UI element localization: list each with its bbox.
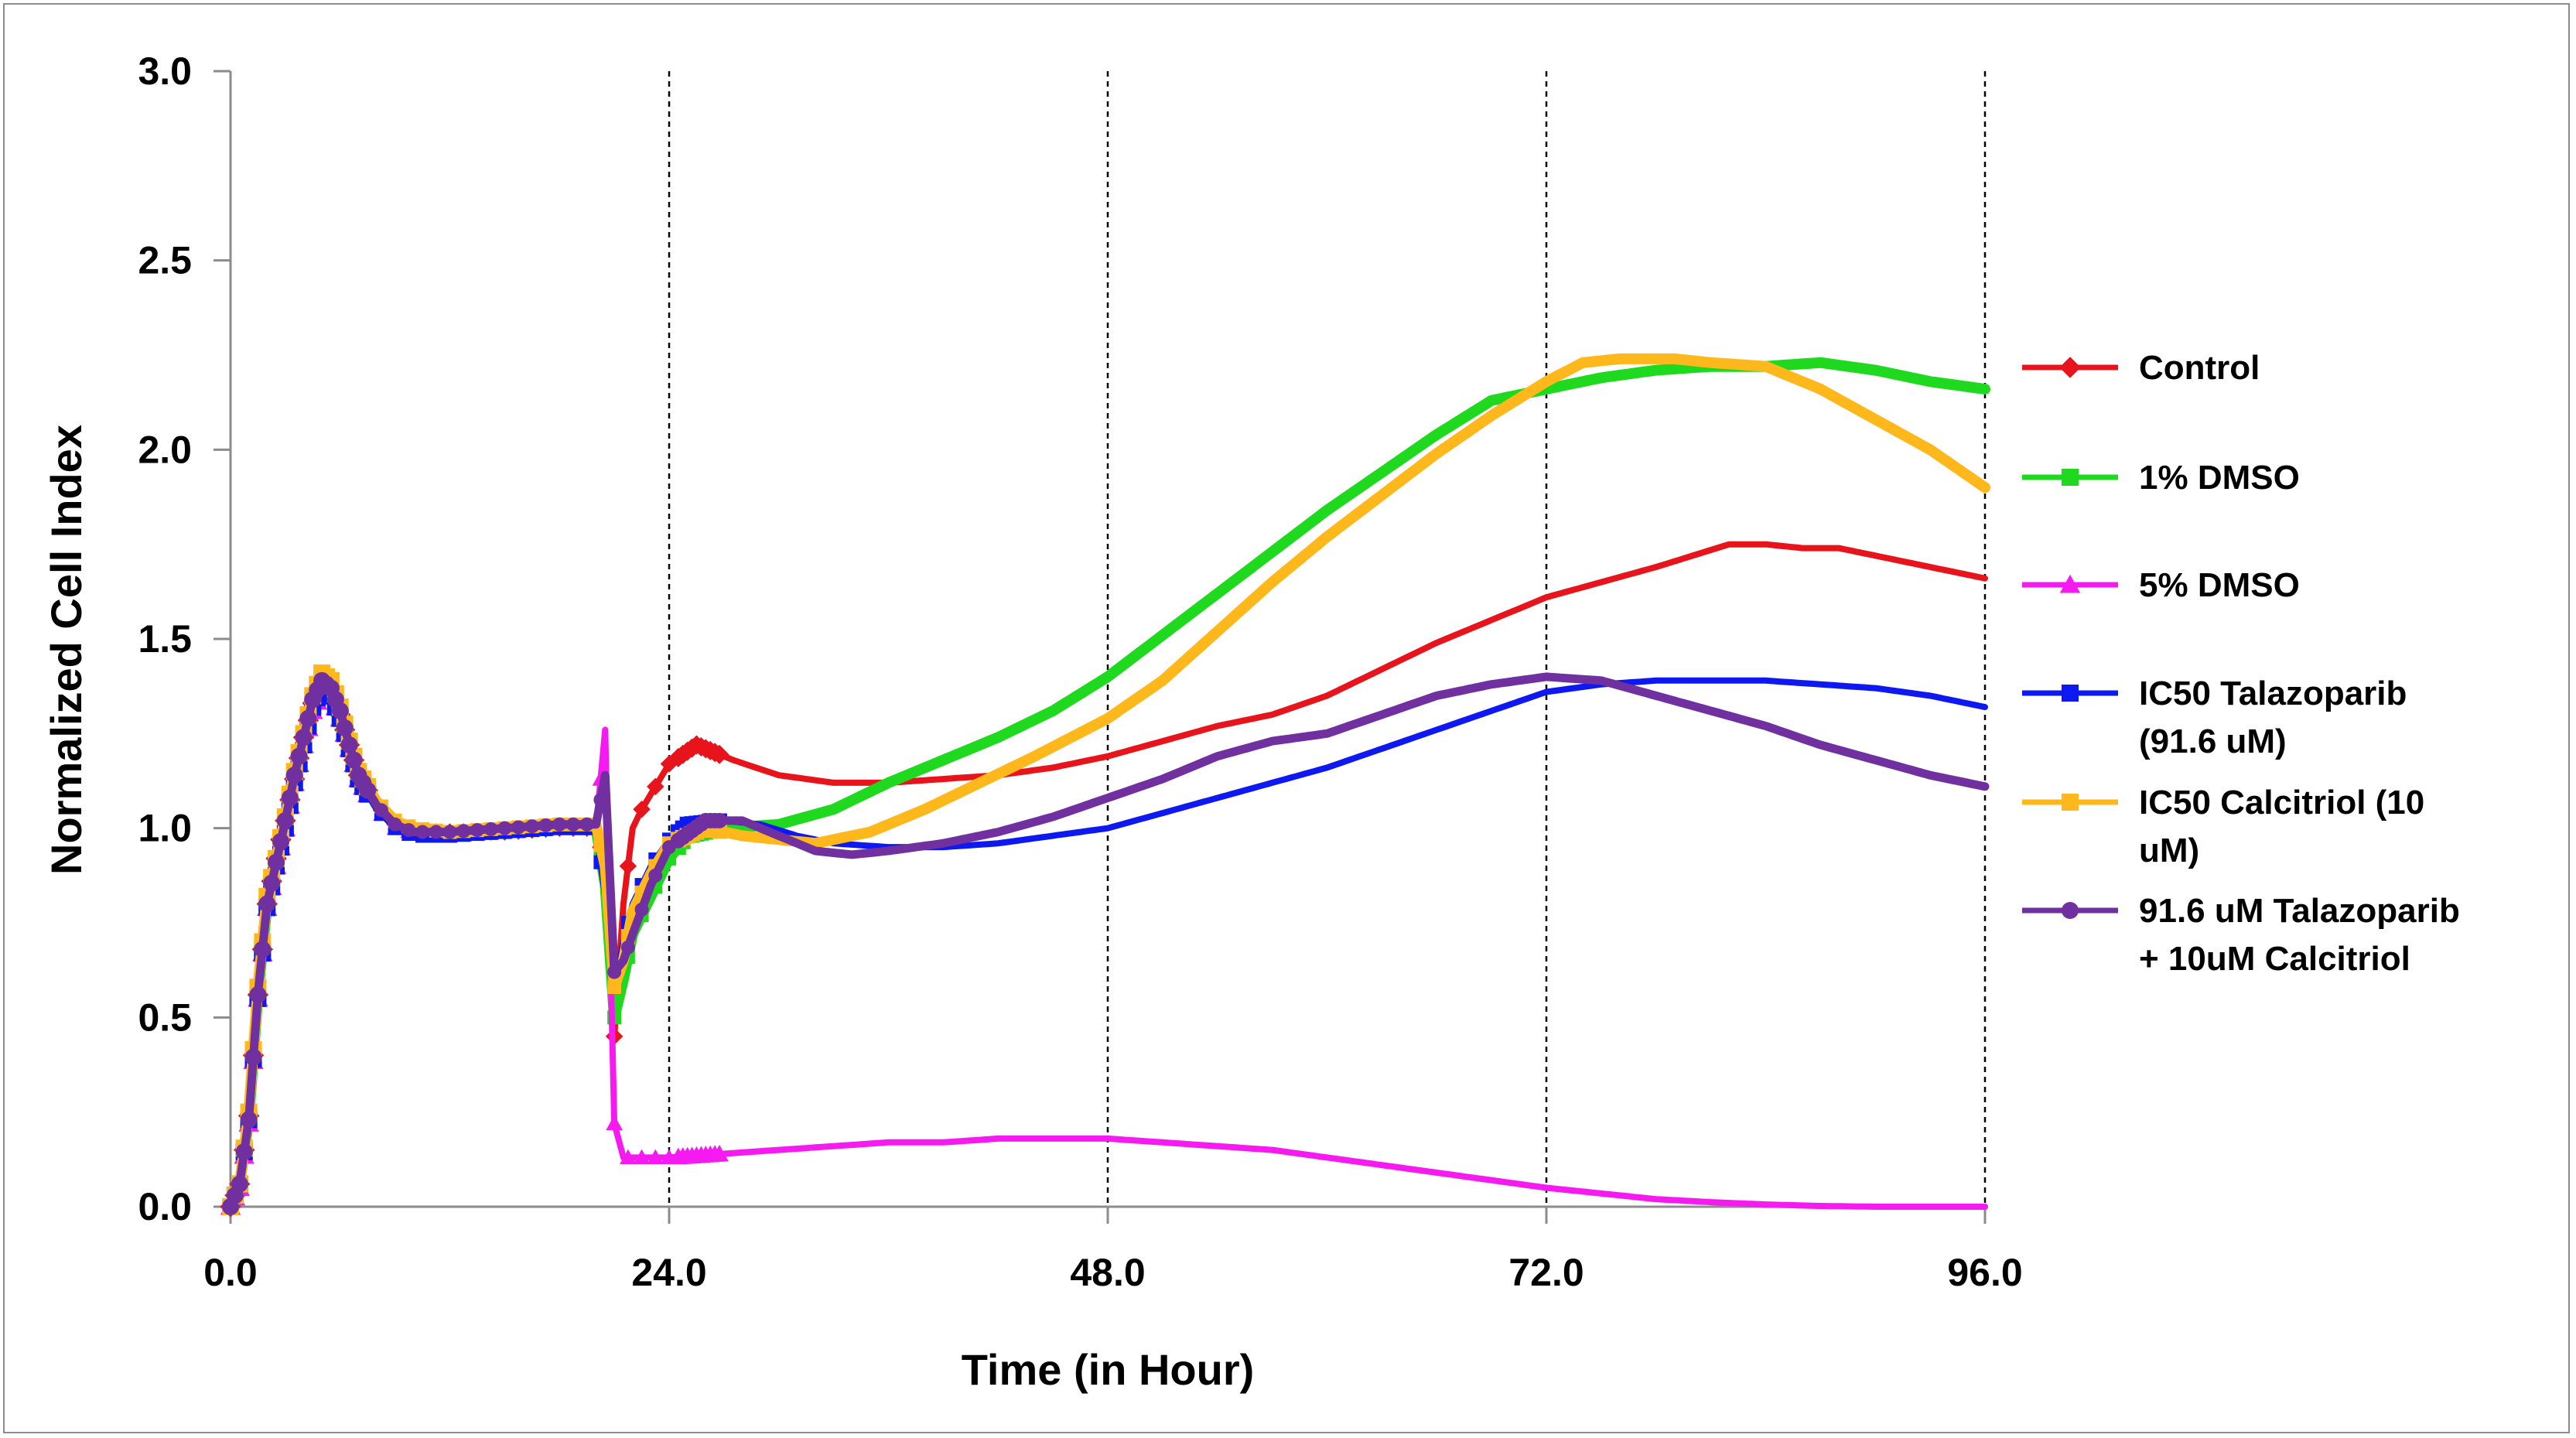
data-point: [648, 868, 663, 883]
data-point: [619, 857, 637, 875]
y-tick-label: 1.5: [138, 617, 192, 661]
data-point: [647, 1149, 664, 1165]
legend-item-5-dmso: 5% DMSO: [2022, 566, 2300, 604]
data-point: [285, 767, 303, 784]
data-point: [249, 985, 267, 1003]
x-tick-label: 96.0: [1947, 1251, 2022, 1294]
legend-item-control: Control: [2022, 349, 2260, 387]
data-point: [709, 744, 729, 764]
data-point: [524, 819, 539, 834]
data-point: [263, 874, 281, 892]
series-91-6-um-talazoparib-10um-calcitriol: [222, 671, 1990, 1215]
data-point: [429, 825, 443, 839]
data-point: [276, 811, 294, 829]
data-point: [442, 825, 457, 839]
series-control: [220, 541, 1988, 1218]
y-tick-label: 0.0: [138, 1185, 192, 1228]
legend-label: 5% DMSO: [2139, 566, 2300, 604]
series-1-dmso: [222, 357, 1990, 1215]
data-point: [345, 751, 363, 769]
data-point: [511, 820, 526, 835]
data-point: [295, 729, 313, 746]
legend-swatch-marker: [2062, 685, 2079, 702]
x-tick-label: 0.0: [203, 1251, 258, 1294]
y-tick-label: 3.0: [138, 50, 192, 93]
data-point: [456, 824, 471, 839]
x-tick-label: 24.0: [631, 1251, 706, 1294]
y-tick-label: 2.0: [138, 428, 192, 471]
data-point: [290, 747, 308, 765]
data-point: [415, 825, 430, 839]
y-tick-label: 2.5: [138, 239, 192, 282]
series-ic50-calcitriol-10-um-: [222, 353, 1990, 1215]
plot-series: [220, 353, 1990, 1218]
data-point: [579, 817, 594, 832]
legend-item-1-dmso: 1% DMSO: [2022, 459, 2300, 497]
data-point: [235, 1143, 253, 1161]
reference-lines: [668, 71, 1987, 1207]
data-point: [374, 803, 388, 818]
data-point: [552, 817, 567, 832]
data-point: [254, 941, 272, 958]
legend-label: 1% DMSO: [2139, 459, 2300, 497]
data-point: [633, 1149, 651, 1165]
x-tick-label: 72.0: [1508, 1251, 1584, 1294]
data-point: [336, 719, 354, 736]
data-point: [244, 1048, 262, 1066]
legend-label: IC50 Calcitriol (10: [2139, 784, 2424, 821]
data-point: [647, 777, 664, 796]
data-point: [620, 1149, 637, 1165]
x-tick-label: 48.0: [1070, 1251, 1145, 1294]
legend: Control 1% DMSO 5% DMSO IC50 Talazoparib (91…: [2022, 349, 2460, 978]
data-point: [331, 702, 349, 719]
legend-label: IC50 Talazoparib: [2139, 675, 2407, 712]
legend-item-ic50-talazoparib-91-6-um-: IC50 Talazoparib (91.6 uM): [2022, 675, 2407, 760]
legend-swatch-marker: [2059, 574, 2081, 593]
data-point: [258, 895, 276, 913]
data-point: [240, 1111, 258, 1129]
data-point: [711, 812, 727, 828]
data-point: [593, 792, 608, 807]
data-point: [272, 832, 289, 850]
legend-label: + 10uM Calcitriol: [2139, 940, 2410, 978]
chart-frame: [3, 3, 2570, 1433]
legend-item-ic50-calcitriol-10-um-: IC50 Calcitriol (10 uM): [2022, 784, 2424, 869]
data-point: [388, 817, 402, 832]
legend-label: Control: [2139, 349, 2260, 387]
data-point: [565, 817, 580, 832]
data-point: [483, 821, 498, 836]
data-point: [268, 853, 285, 871]
data-point: [606, 1115, 623, 1130]
legend-label: (91.6 uM): [2139, 722, 2287, 760]
data-point: [231, 1175, 248, 1193]
data-point: [340, 736, 358, 754]
data-point: [633, 800, 651, 818]
legend-item-91-6-um-talazoparib-10um-calcitriol: 91.6 uM Talazoparib + 10uM Calcitriol: [2022, 892, 2460, 978]
data-point: [607, 965, 622, 979]
y-tick-label: 1.0: [138, 807, 192, 850]
y-tick-label: 0.5: [138, 996, 192, 1039]
data-point: [620, 940, 635, 955]
data-point: [538, 818, 553, 832]
x-axis-title: Time (in Hour): [962, 1345, 1255, 1394]
legend-label: uM): [2139, 832, 2199, 869]
data-point: [470, 823, 484, 838]
legend-swatch-marker: [2062, 794, 2079, 811]
data-point: [401, 823, 416, 838]
data-point: [281, 789, 299, 807]
data-point: [497, 821, 512, 835]
data-point: [709, 1144, 729, 1162]
axes: 0.0 0.5 1.0 1.5 2.0 2.5 3.0 0.0 24.0 48.0 72.0 96.0: [138, 50, 2022, 1294]
series-5-dmso: [220, 681, 1988, 1215]
data-point: [607, 980, 622, 995]
legend-swatch-marker: [2062, 902, 2079, 919]
legend-label: 91.6 uM Talazoparib: [2139, 892, 2460, 930]
y-axis-title: Normalized Cell Index: [42, 425, 91, 875]
legend-swatch-marker: [2062, 469, 2079, 486]
data-point: [634, 902, 649, 917]
data-point: [299, 709, 317, 727]
legend-swatch-marker: [2059, 357, 2081, 378]
data-point: [359, 781, 377, 799]
